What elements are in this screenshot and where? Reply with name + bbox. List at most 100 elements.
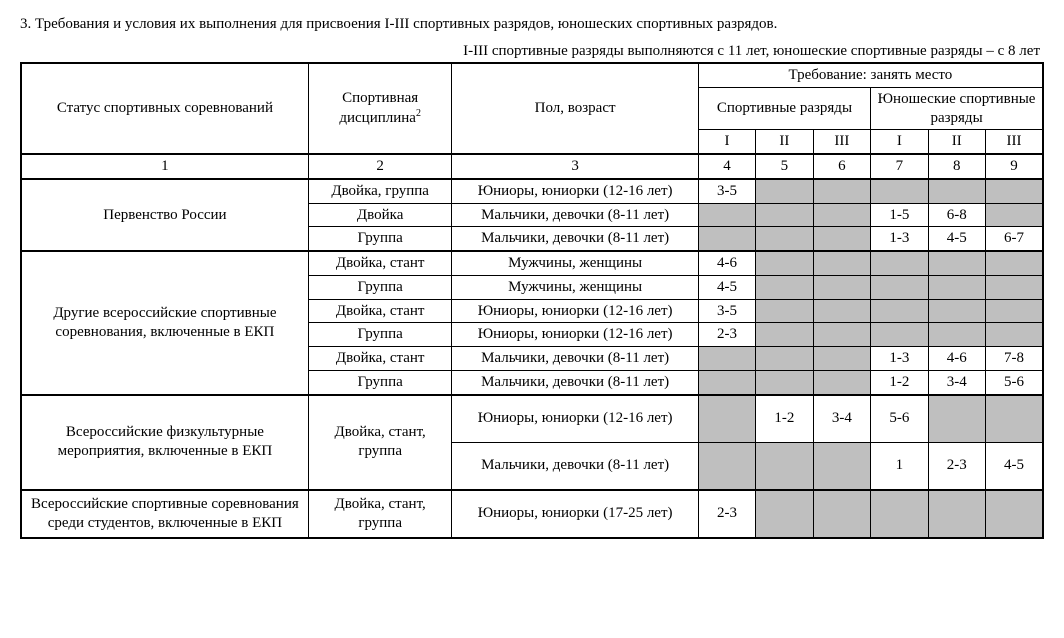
value-cell [756, 275, 813, 299]
col-discipline-sup: 2 [416, 108, 421, 119]
discipline-cell: Двойка [308, 203, 452, 227]
value-cell [756, 370, 813, 394]
value-cell: 5-6 [986, 370, 1043, 394]
value-cell: 4-6 [698, 251, 755, 275]
section-heading: 3. Требования и условия их выполнения дл… [20, 16, 1044, 33]
value-cell: 7-8 [986, 347, 1043, 371]
value-cell [928, 490, 985, 538]
age-cell: Мужчины, женщины [452, 275, 698, 299]
value-cell: 2-3 [698, 323, 755, 347]
value-cell [813, 179, 870, 203]
value-cell [756, 442, 813, 490]
age-cell: Мужчины, женщины [452, 251, 698, 275]
discipline-cell: Группа [308, 323, 452, 347]
value-cell [698, 203, 755, 227]
age-cell: Юниоры, юниорки (12-16 лет) [452, 395, 698, 443]
number-row: 1 2 3 4 5 6 7 8 9 [21, 154, 1043, 179]
discipline-cell: Двойка, стант, группа [308, 395, 452, 490]
value-cell [871, 323, 928, 347]
value-cell: 1-2 [756, 395, 813, 443]
value-cell [756, 203, 813, 227]
value-cell [813, 347, 870, 371]
value-cell [986, 490, 1043, 538]
value-cell [756, 251, 813, 275]
colnum: 4 [698, 154, 755, 179]
age-cell: Мальчики, девочки (8-11 лет) [452, 347, 698, 371]
value-cell [986, 299, 1043, 323]
value-cell: 6-7 [986, 227, 1043, 251]
discipline-cell: Группа [308, 227, 452, 251]
discipline-cell: Группа [308, 370, 452, 394]
value-cell: 3-5 [698, 299, 755, 323]
value-cell [928, 179, 985, 203]
value-cell [698, 442, 755, 490]
value-cell [986, 395, 1043, 443]
value-cell [928, 275, 985, 299]
value-cell [756, 347, 813, 371]
value-cell: 3-4 [928, 370, 985, 394]
table-head: Статус спортивных соревнований Спортивна… [21, 63, 1043, 179]
value-cell [813, 490, 870, 538]
age-cell: Юниоры, юниорки (12-16 лет) [452, 179, 698, 203]
value-cell [928, 323, 985, 347]
colnum: 7 [871, 154, 928, 179]
discipline-cell: Двойка, стант [308, 347, 452, 371]
value-cell: 5-6 [871, 395, 928, 443]
col-roman: I [871, 130, 928, 154]
colnum: 9 [986, 154, 1043, 179]
value-cell [871, 490, 928, 538]
value-cell: 2-3 [928, 442, 985, 490]
value-cell: 3-4 [813, 395, 870, 443]
value-cell [698, 347, 755, 371]
status-cell: Другие всероссийские спортивные соревнов… [21, 251, 308, 395]
value-cell [871, 299, 928, 323]
value-cell: 4-5 [928, 227, 985, 251]
requirements-table: Статус спортивных соревнований Спортивна… [20, 62, 1044, 539]
status-cell: Всероссийские спортивные соревнования ср… [21, 490, 308, 538]
value-cell [986, 203, 1043, 227]
value-cell [698, 395, 755, 443]
col-youth-ranks: Юношеские спортивные разряды [871, 87, 1043, 130]
col-age: Пол, возраст [452, 63, 698, 154]
col-status: Статус спортивных соревнований [21, 63, 308, 154]
value-cell [813, 323, 870, 347]
value-cell [986, 275, 1043, 299]
value-cell: 3-5 [698, 179, 755, 203]
value-cell [698, 227, 755, 251]
value-cell [813, 203, 870, 227]
value-cell [756, 490, 813, 538]
value-cell: 1-3 [871, 347, 928, 371]
value-cell [986, 251, 1043, 275]
colnum: 8 [928, 154, 985, 179]
value-cell [871, 251, 928, 275]
col-discipline-label: Спортивная дисциплина [339, 90, 418, 126]
value-cell [986, 323, 1043, 347]
value-cell [756, 227, 813, 251]
value-cell [698, 370, 755, 394]
value-cell [756, 323, 813, 347]
value-cell [813, 299, 870, 323]
discipline-cell: Двойка, стант [308, 299, 452, 323]
col-roman: III [813, 130, 870, 154]
col-roman: II [756, 130, 813, 154]
value-cell: 1-3 [871, 227, 928, 251]
col-roman: III [986, 130, 1043, 154]
col-sport-ranks: Спортивные разряды [698, 87, 870, 130]
discipline-cell: Двойка, группа [308, 179, 452, 203]
value-cell [756, 299, 813, 323]
value-cell: 4-5 [698, 275, 755, 299]
value-cell: 6-8 [928, 203, 985, 227]
value-cell [813, 251, 870, 275]
age-cell: Мальчики, девочки (8-11 лет) [452, 227, 698, 251]
colnum: 6 [813, 154, 870, 179]
value-cell: 1-2 [871, 370, 928, 394]
value-cell: 1-5 [871, 203, 928, 227]
age-cell: Юниоры, юниорки (12-16 лет) [452, 323, 698, 347]
discipline-cell: Двойка, стант, группа [308, 490, 452, 538]
table-row: Первенство РоссииДвойка, группаЮниоры, ю… [21, 179, 1043, 203]
value-cell: 1 [871, 442, 928, 490]
col-roman: II [928, 130, 985, 154]
colnum: 2 [308, 154, 452, 179]
table-row: Другие всероссийские спортивные соревнов… [21, 251, 1043, 275]
table-row: Всероссийские физкультурные мероприятия,… [21, 395, 1043, 443]
